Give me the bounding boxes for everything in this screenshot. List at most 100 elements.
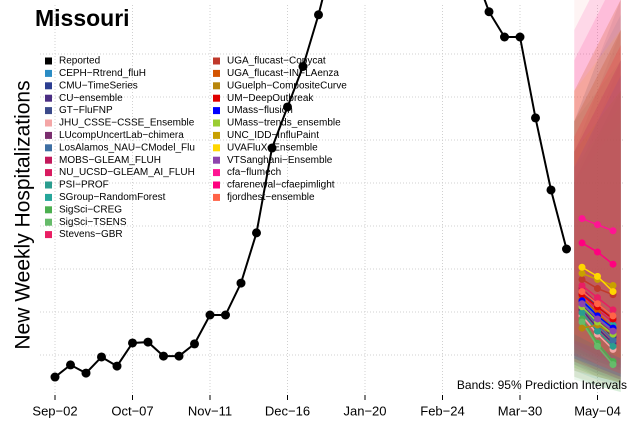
legend-label: CEPH−Rtrend_fluH — [59, 68, 146, 79]
prediction-band — [574, 30, 621, 359]
point — [143, 337, 153, 347]
x-tick-label: Sep−02 — [32, 403, 77, 418]
legend-swatch — [213, 57, 220, 65]
legend-swatch — [213, 156, 220, 164]
point — [594, 272, 601, 280]
horizontal-grid — [40, 53, 625, 356]
annotation: Bands: 95% Prediction Intervals — [457, 378, 627, 392]
legend-label: VTSanghani−Ensemble — [227, 155, 333, 166]
point — [594, 285, 601, 293]
x-tick-label: Jan−20 — [343, 403, 386, 418]
point — [594, 248, 601, 256]
legend-swatch — [45, 82, 52, 90]
point — [531, 113, 540, 123]
legend-swatch — [45, 119, 52, 127]
point — [484, 7, 494, 17]
chart-title: Missouri — [35, 5, 130, 31]
legend-label: UM−DeepOutbreak — [227, 93, 314, 104]
legend-swatch — [213, 169, 220, 177]
legend-label: GT−FluFNP — [59, 105, 113, 116]
point — [190, 339, 199, 349]
point — [298, 62, 308, 71]
legend-swatch — [45, 206, 52, 214]
legend-swatch — [213, 107, 220, 115]
legend-label: UGA_flucast−Copycat — [227, 56, 326, 67]
legend-swatch — [45, 57, 52, 65]
prediction-band — [574, 60, 621, 380]
x-tick-label: Oct−07 — [111, 403, 153, 418]
legend-label: UVAFluX−Ensemble — [227, 142, 318, 153]
point — [546, 185, 556, 195]
point — [578, 324, 586, 332]
point — [594, 294, 601, 302]
legend-label: UGuelph−CompositeCurve — [227, 80, 347, 91]
x-tick-label: Nov−11 — [188, 403, 232, 418]
legend-swatch — [45, 193, 52, 201]
point — [236, 278, 246, 288]
point — [594, 327, 601, 335]
point — [562, 244, 571, 254]
point — [609, 361, 617, 369]
prediction-band — [574, 0, 621, 347]
point — [578, 215, 586, 223]
point — [50, 372, 60, 382]
x-tick-label: Dec−16 — [265, 403, 310, 418]
series-line — [54, 0, 568, 378]
x-tick-label: May−04 — [574, 403, 621, 418]
point — [578, 282, 586, 289]
y-axis-label: New Weekly Hospitalizations — [12, 80, 35, 349]
legend-label: CMU−TimeSeries — [59, 80, 138, 91]
legend-swatch — [213, 131, 220, 139]
point — [594, 300, 601, 308]
point — [112, 361, 122, 371]
point — [594, 221, 601, 229]
point — [221, 310, 230, 320]
legend-label: Stevens−GBR — [59, 229, 123, 240]
point — [578, 239, 586, 247]
legend-swatch — [213, 181, 220, 189]
legend-label: UGA_flucast−INFLAenza — [227, 68, 339, 79]
legend-swatch — [45, 169, 52, 177]
legend-swatch — [213, 94, 220, 102]
point — [252, 228, 261, 238]
point — [81, 368, 91, 378]
legend-swatch — [45, 69, 52, 77]
point — [578, 269, 586, 277]
x-tick-label: Mar−30 — [498, 403, 542, 418]
point — [578, 263, 586, 271]
legend-label: SGroup−RandomForest — [59, 192, 166, 203]
prediction-band — [574, 0, 621, 380]
legend-swatch — [213, 119, 220, 127]
legend-label: NU_UCSD−GLEAM_AI_FLUH — [59, 167, 195, 178]
legend-label: MOBS−GLEAM_FLUH — [59, 155, 161, 166]
point — [609, 260, 617, 268]
legend-swatch — [45, 181, 52, 189]
point — [609, 227, 617, 235]
legend-label: UNC_IDD−InfluPaint — [227, 130, 319, 141]
point — [609, 327, 617, 335]
legend-swatch — [213, 82, 220, 90]
point — [267, 143, 277, 153]
legend-swatch — [213, 193, 220, 201]
point — [609, 288, 617, 296]
lines — [50, 0, 617, 382]
legend-label: fjordhest−ensemble — [227, 192, 315, 203]
legend-label: UMass−trends_ensemble — [227, 118, 341, 129]
point — [205, 310, 215, 320]
legend-swatch — [45, 107, 52, 115]
x-tick-label: Feb−24 — [420, 403, 464, 418]
legend-label: SigSci−TSENS — [59, 217, 127, 228]
legend-swatch — [213, 69, 220, 77]
point — [97, 352, 106, 362]
legend-label: PSI−PROF — [59, 180, 109, 191]
point — [66, 360, 75, 370]
legend-label: cfa−flumech — [227, 167, 281, 178]
point — [128, 338, 137, 348]
point — [500, 32, 509, 42]
legend-swatch — [45, 156, 52, 164]
point — [578, 275, 586, 283]
legend-label: LosAlamos_NAU−CModel_Flu — [59, 142, 195, 153]
point — [594, 315, 601, 323]
point — [174, 351, 184, 361]
